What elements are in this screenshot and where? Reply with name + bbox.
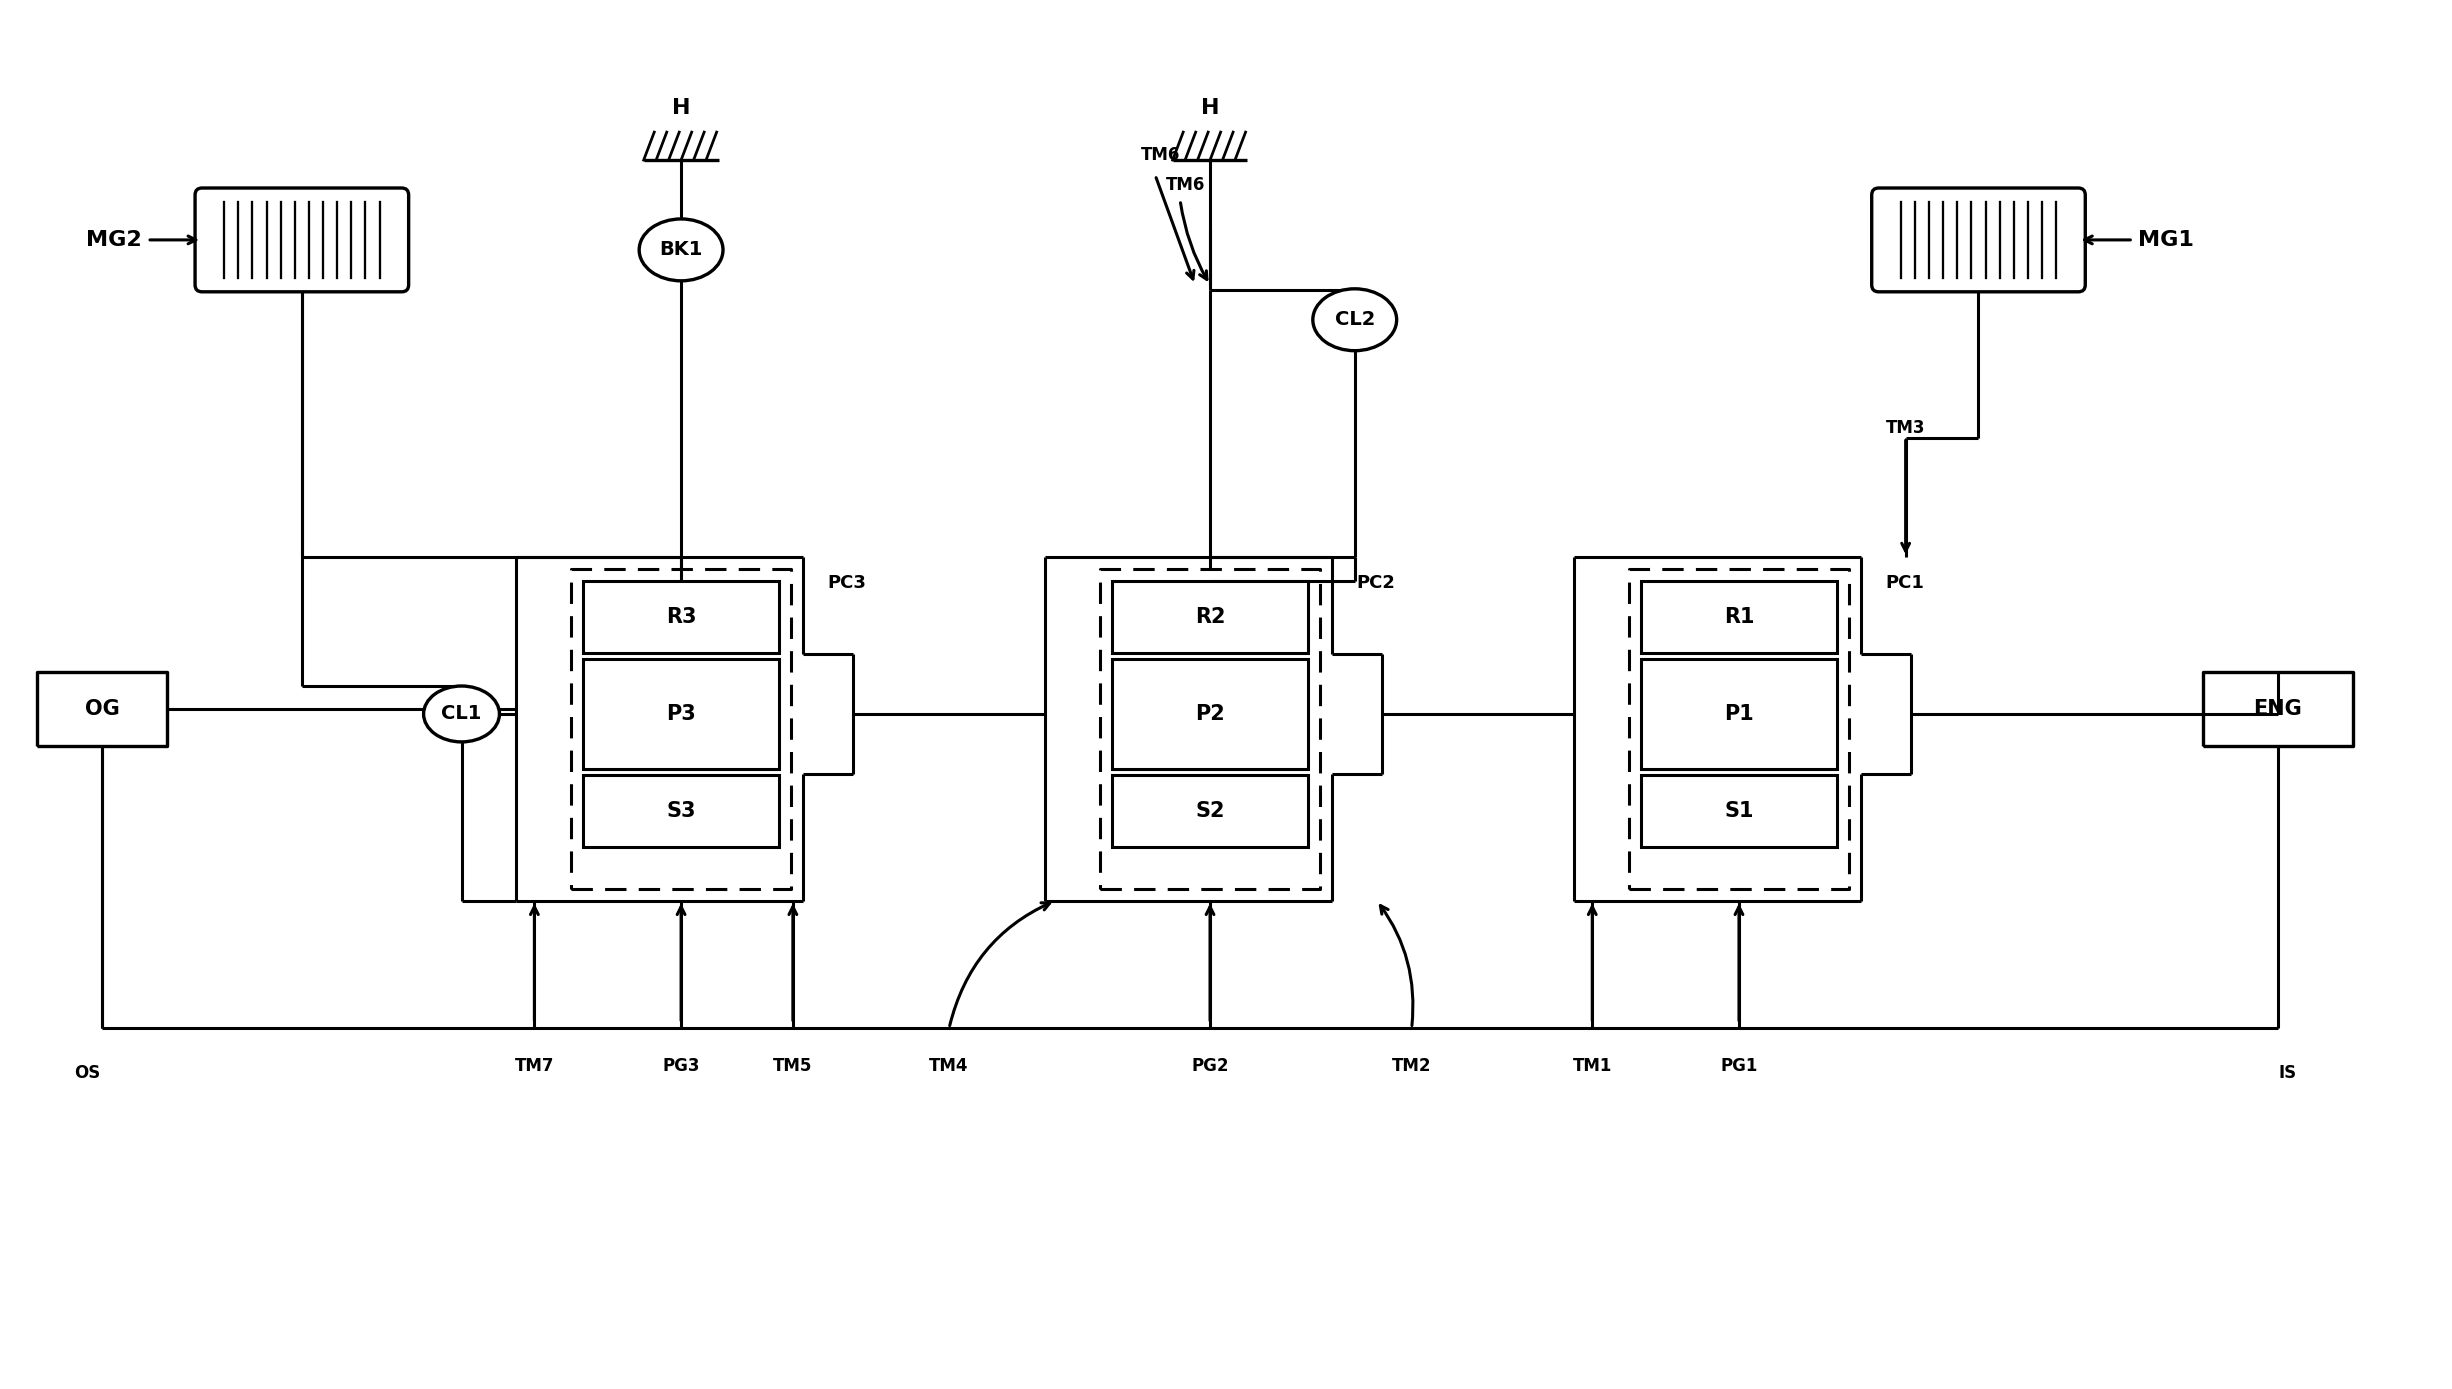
- Text: TM6: TM6: [1165, 176, 1204, 194]
- Text: TM3: TM3: [1886, 418, 1925, 436]
- Text: PG1: PG1: [1721, 1057, 1758, 1075]
- Bar: [1640, 581, 1837, 653]
- Text: ENG: ENG: [2253, 699, 2302, 720]
- Bar: [584, 658, 780, 770]
- Text: P3: P3: [667, 704, 696, 724]
- Text: PG2: PG2: [1192, 1057, 1228, 1075]
- Text: H: H: [1201, 99, 1219, 118]
- Ellipse shape: [1312, 289, 1398, 350]
- Text: MG2: MG2: [86, 231, 142, 250]
- Text: IS: IS: [2278, 1064, 2298, 1082]
- Text: P1: P1: [1724, 704, 1753, 724]
- Text: TM1: TM1: [1572, 1057, 1611, 1075]
- Text: P2: P2: [1194, 704, 1226, 724]
- Text: BK1: BK1: [660, 240, 704, 260]
- Bar: [1113, 775, 1307, 847]
- Text: R2: R2: [1194, 607, 1226, 628]
- Text: CL1: CL1: [441, 704, 481, 724]
- Text: CL2: CL2: [1334, 310, 1376, 329]
- Text: OG: OG: [86, 699, 120, 720]
- Text: TM4: TM4: [929, 1057, 969, 1075]
- Text: PG3: PG3: [662, 1057, 699, 1075]
- Text: S3: S3: [667, 801, 696, 821]
- FancyBboxPatch shape: [1871, 188, 2084, 292]
- Text: PC2: PC2: [1356, 574, 1395, 592]
- Text: TM7: TM7: [515, 1057, 554, 1075]
- Bar: [1640, 775, 1837, 847]
- Text: S1: S1: [1724, 801, 1753, 821]
- Bar: [1113, 658, 1307, 770]
- Text: S2: S2: [1194, 801, 1226, 821]
- Bar: [1640, 658, 1837, 770]
- Text: OS: OS: [74, 1064, 101, 1082]
- Text: R1: R1: [1724, 607, 1753, 628]
- Text: PC3: PC3: [829, 574, 866, 592]
- Text: MG1: MG1: [2138, 231, 2195, 250]
- Bar: [584, 775, 780, 847]
- Text: PC1: PC1: [1886, 574, 1925, 592]
- Text: TM5: TM5: [772, 1057, 812, 1075]
- Ellipse shape: [640, 219, 723, 281]
- Text: TM2: TM2: [1393, 1057, 1432, 1075]
- Bar: [1113, 581, 1307, 653]
- Text: H: H: [672, 99, 691, 118]
- Text: TM6: TM6: [1140, 146, 1179, 164]
- Text: R3: R3: [667, 607, 696, 628]
- FancyBboxPatch shape: [196, 188, 409, 292]
- Ellipse shape: [424, 686, 500, 742]
- Bar: [584, 581, 780, 653]
